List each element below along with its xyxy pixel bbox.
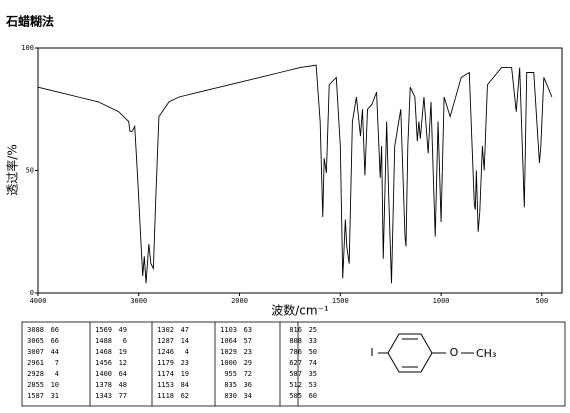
peak-wavenumber: 1302 <box>157 326 174 334</box>
peak-wavenumber: 1343 <box>95 392 112 400</box>
peak-transmittance: 23 <box>244 348 252 356</box>
peak-transmittance: 62 <box>181 392 189 400</box>
y-tick-label: 50 <box>26 167 34 175</box>
x-tick-label: 2000 <box>231 297 248 305</box>
peak-wavenumber: 1246 <box>157 348 174 356</box>
peak-transmittance: 19 <box>119 348 127 356</box>
peak-wavenumber: 830 <box>224 392 237 400</box>
x-tick-label: 1000 <box>433 297 450 305</box>
peak-transmittance: 72 <box>244 370 252 378</box>
peak-transmittance: 48 <box>119 381 127 389</box>
peak-wavenumber: 955 <box>224 370 237 378</box>
peak-transmittance: 60 <box>309 392 317 400</box>
peak-wavenumber: 505 <box>289 392 302 400</box>
peak-wavenumber: 1029 <box>220 348 237 356</box>
peak-transmittance: 63 <box>244 326 252 334</box>
peak-transmittance: 64 <box>119 370 127 378</box>
peak-wavenumber: 512 <box>289 381 302 389</box>
peak-wavenumber: 2855 <box>27 381 44 389</box>
y-tick-label: 0 <box>30 289 34 297</box>
peak-wavenumber: 786 <box>289 348 302 356</box>
peak-transmittance: 44 <box>51 348 59 356</box>
iodine-label: I <box>370 346 373 359</box>
y-tick-label: 100 <box>21 44 34 52</box>
methyl-label: CH₃ <box>476 347 496 360</box>
peak-transmittance: 47 <box>181 326 189 334</box>
peak-wavenumber: 627 <box>289 359 302 367</box>
peak-transmittance: 4 <box>55 370 59 378</box>
peak-transmittance: 33 <box>309 337 317 345</box>
table-frame <box>21 321 566 407</box>
peak-transmittance: 7 <box>55 359 59 367</box>
peak-wavenumber: 1000 <box>220 359 237 367</box>
peak-transmittance: 66 <box>51 326 59 334</box>
peak-transmittance: 4 <box>185 348 189 356</box>
peak-wavenumber: 1174 <box>157 370 174 378</box>
x-tick-label: 4000 <box>30 297 47 305</box>
peak-wavenumber: 2961 <box>27 359 44 367</box>
x-tick-label: 500 <box>536 297 549 305</box>
peak-transmittance: 35 <box>309 370 317 378</box>
peak-wavenumber: 1400 <box>95 370 112 378</box>
peak-wavenumber: 1587 <box>27 392 44 400</box>
peak-transmittance: 34 <box>244 392 252 400</box>
peak-wavenumber: 1179 <box>157 359 174 367</box>
peak-wavenumber: 816 <box>289 326 302 334</box>
peak-transmittance: 25 <box>309 326 317 334</box>
peak-transmittance: 12 <box>119 359 127 367</box>
peak-transmittance: 84 <box>181 381 189 389</box>
peak-wavenumber: 1468 <box>95 348 112 356</box>
peak-transmittance: 74 <box>309 359 317 367</box>
x-tick-label: 3000 <box>130 297 147 305</box>
x-axis-label: 波数/cm⁻¹ <box>271 303 329 318</box>
peak-wavenumber: 808 <box>289 337 302 345</box>
x-tick-label: 1500 <box>332 297 349 305</box>
peak-wavenumber: 1118 <box>157 392 174 400</box>
peak-wavenumber: 3065 <box>27 337 44 345</box>
peak-wavenumber: 1153 <box>157 381 174 389</box>
peak-wavenumber: 1378 <box>95 381 112 389</box>
peak-transmittance: 53 <box>309 381 317 389</box>
benzene-ring <box>387 333 433 373</box>
peak-wavenumber: 1569 <box>95 326 112 334</box>
peak-wavenumber: 3088 <box>27 326 44 334</box>
peak-transmittance: 66 <box>51 337 59 345</box>
plot-frame <box>37 47 563 294</box>
peak-wavenumber: 587 <box>289 370 302 378</box>
peak-transmittance: 31 <box>51 392 59 400</box>
peak-wavenumber: 3007 <box>27 348 44 356</box>
peak-transmittance: 29 <box>244 359 252 367</box>
page-title: 石蜡糊法 <box>5 14 54 29</box>
peak-wavenumber: 1287 <box>157 337 174 345</box>
peak-wavenumber: 2928 <box>27 370 44 378</box>
peak-transmittance: 49 <box>119 326 127 334</box>
structure <box>378 333 474 373</box>
peak-wavenumber: 835 <box>224 381 237 389</box>
y-axis-label: 透过率/% <box>5 144 20 195</box>
peak-transmittance: 50 <box>309 348 317 356</box>
peak-transmittance: 6 <box>123 337 127 345</box>
peak-transmittance: 36 <box>244 381 252 389</box>
peak-transmittance: 57 <box>244 337 252 345</box>
peak-transmittance: 10 <box>51 381 59 389</box>
peak-wavenumber: 1456 <box>95 359 112 367</box>
peak-transmittance: 19 <box>181 370 189 378</box>
peak-transmittance: 77 <box>119 392 127 400</box>
oxygen-label: O <box>450 346 459 359</box>
peak-transmittance: 23 <box>181 359 189 367</box>
peak-transmittance: 14 <box>181 337 189 345</box>
spectrum-line <box>37 64 553 284</box>
peak-wavenumber: 1488 <box>95 337 112 345</box>
peak-wavenumber: 1103 <box>220 326 237 334</box>
peak-wavenumber: 1064 <box>220 337 237 345</box>
